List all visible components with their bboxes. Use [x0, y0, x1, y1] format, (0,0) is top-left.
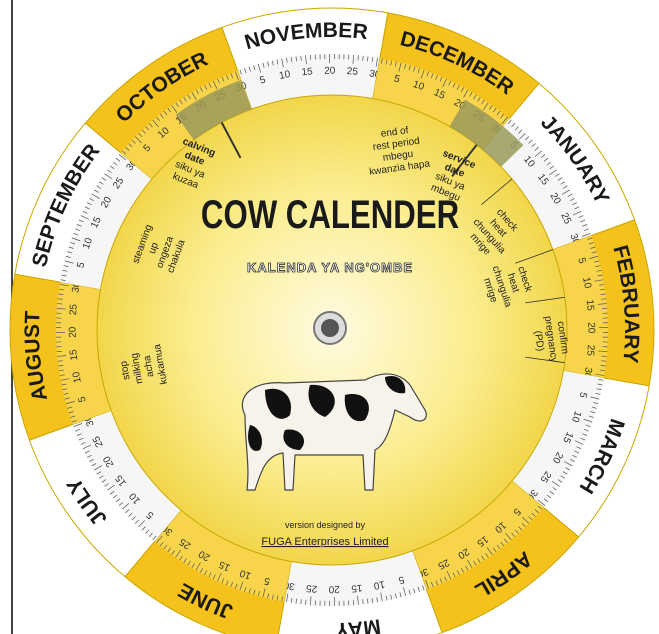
page: NOVEMBER51015202530DECEMBER51015202530JA…	[0, 0, 659, 634]
day-label: 25	[584, 344, 596, 356]
center-hole	[321, 319, 339, 337]
day-label: 20	[324, 66, 336, 77]
day-label: 15	[301, 66, 314, 78]
day-label: 25	[68, 303, 80, 315]
day-label: 20	[68, 326, 79, 338]
day-label: 25	[305, 582, 317, 594]
day-label: 20	[585, 322, 596, 334]
day-label: 25	[346, 66, 358, 78]
calendar-wheel: NOVEMBER51015202530DECEMBER51015202530JA…	[0, 0, 659, 634]
title: COW CALENDER	[201, 192, 459, 237]
day-label: 20	[328, 583, 340, 594]
credit: version designed by	[285, 520, 366, 530]
day-label: 15	[68, 348, 80, 361]
day-label: 15	[350, 582, 363, 594]
day-label: 15	[584, 299, 596, 312]
subtitle: KALENDA YA NG'OMBE	[247, 260, 413, 275]
company: FUGA Enterprises Limited	[261, 536, 388, 548]
